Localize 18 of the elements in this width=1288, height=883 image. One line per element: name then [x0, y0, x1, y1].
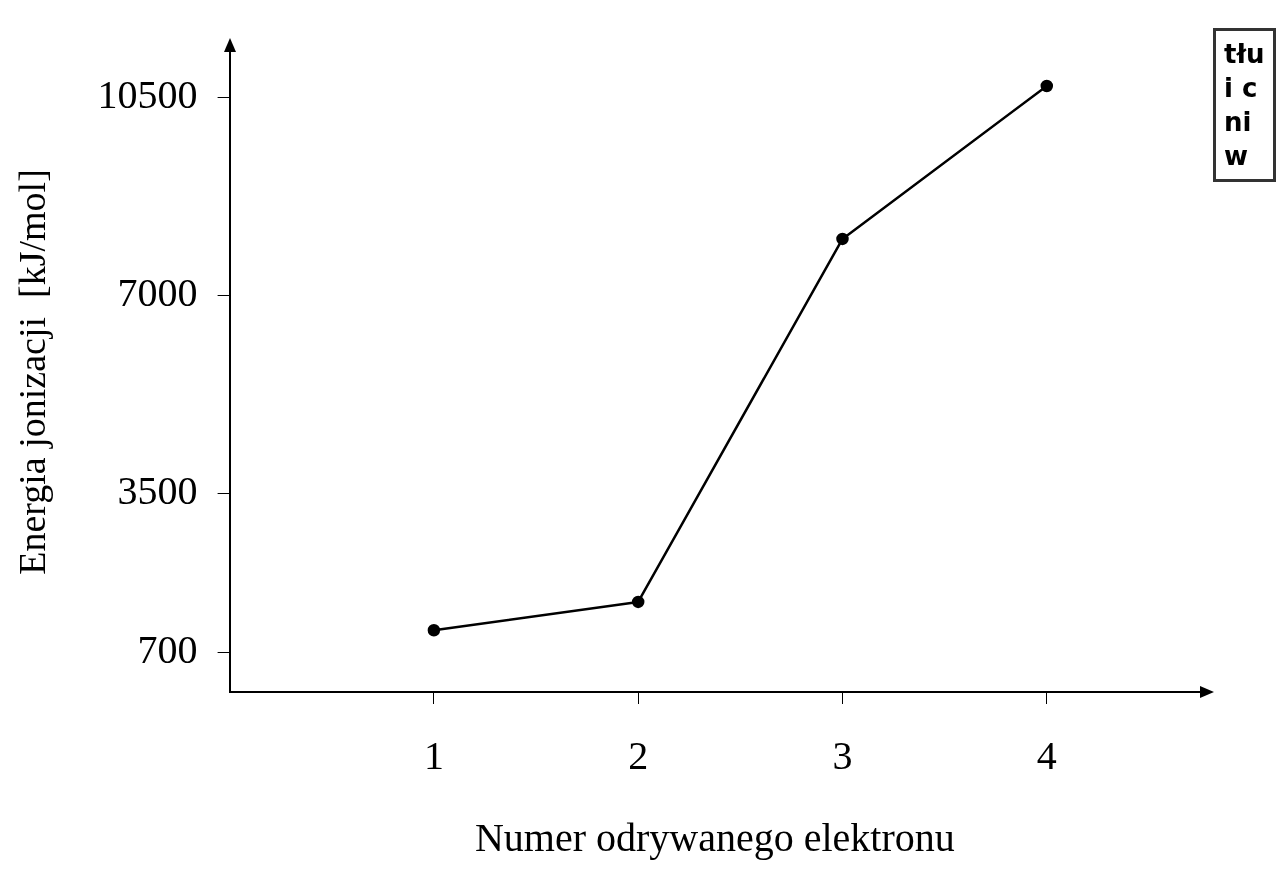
x-tick-label: 4 — [1036, 732, 1057, 778]
point — [1040, 79, 1054, 93]
y-axis-title: Energia jonizacji [kJ/mol] — [10, 169, 53, 575]
y-tick-label: 700 — [137, 626, 198, 672]
x-tick-label: 3 — [832, 732, 853, 778]
x-tick-label: 1 — [423, 732, 444, 778]
y-tick-label: 7000 — [117, 270, 198, 316]
x-tick-label: 2 — [628, 732, 649, 778]
x-axis-title: Numer odrywanego elektronu — [474, 814, 955, 860]
text: i c — [1224, 72, 1259, 105]
y-tick-label: 10500 — [97, 71, 198, 117]
y-tick-label: 3500 — [117, 468, 198, 514]
point — [836, 232, 849, 246]
text: ni — [1224, 106, 1253, 139]
point — [631, 595, 645, 609]
point — [427, 624, 441, 637]
text: w — [1224, 140, 1250, 173]
text: tłu — [1224, 38, 1265, 71]
